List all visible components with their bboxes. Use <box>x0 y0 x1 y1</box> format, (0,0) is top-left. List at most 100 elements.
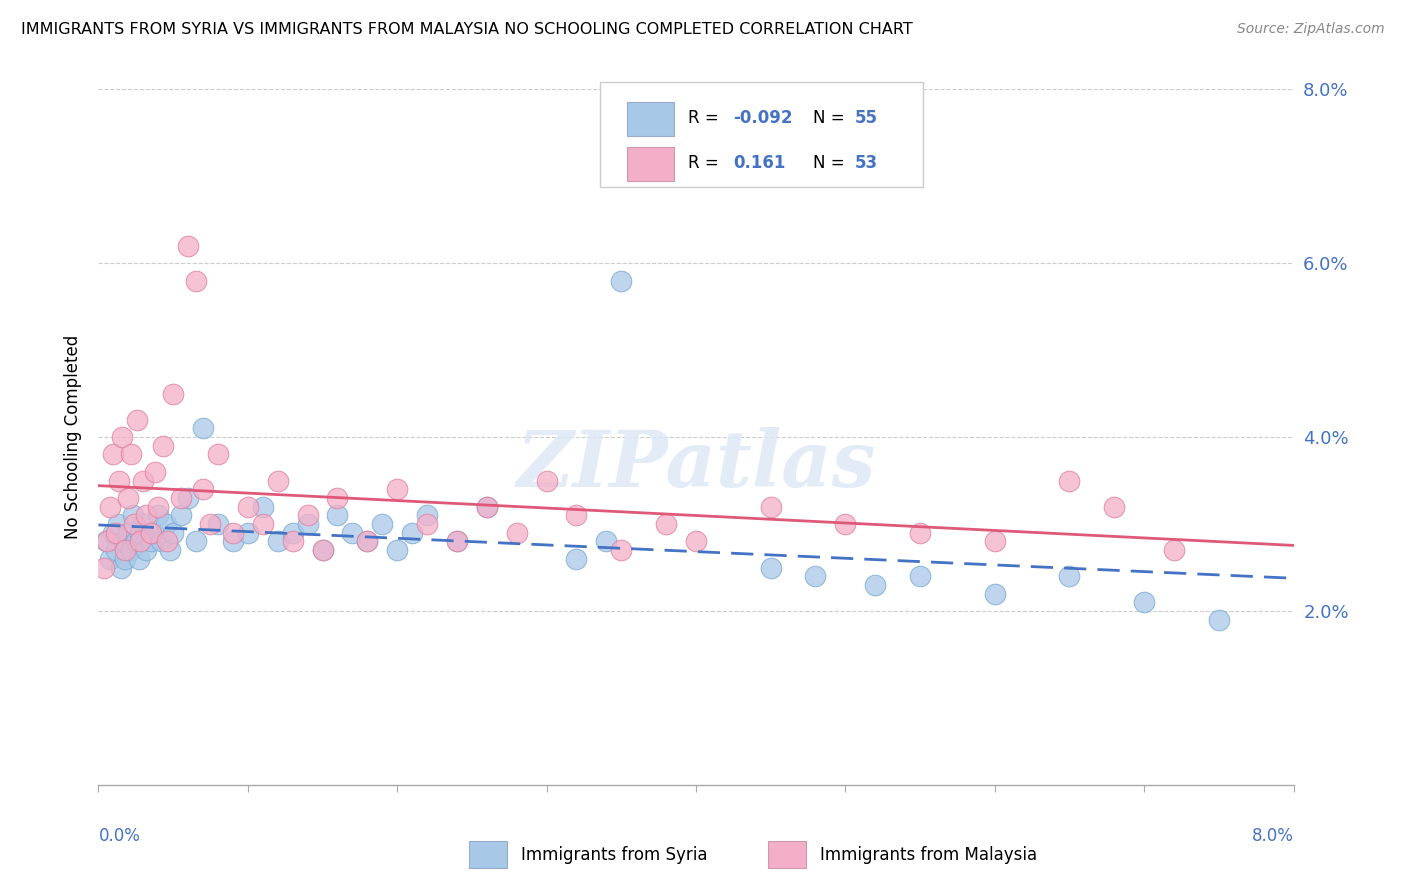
Point <box>385 543 409 558</box>
Y-axis label: No Schooling Completed: No Schooling Completed <box>65 335 83 539</box>
Point <box>155 516 177 531</box>
Point <box>475 500 498 514</box>
Point <box>128 551 150 566</box>
Point <box>356 534 378 549</box>
Point <box>125 534 148 549</box>
Point <box>112 534 135 549</box>
Point <box>148 500 170 514</box>
Point <box>297 508 319 523</box>
FancyBboxPatch shape <box>627 103 675 136</box>
Point <box>96 534 118 549</box>
Point <box>94 534 117 549</box>
Point <box>759 560 782 574</box>
Point <box>121 508 143 523</box>
Text: 53: 53 <box>855 154 877 172</box>
Point <box>297 516 319 531</box>
Point <box>120 447 142 462</box>
Point <box>127 412 149 426</box>
Point <box>117 525 139 540</box>
Point <box>139 525 162 540</box>
Point <box>120 543 142 558</box>
Text: Immigrants from Malaysia: Immigrants from Malaysia <box>820 846 1038 863</box>
FancyBboxPatch shape <box>600 82 922 186</box>
Point <box>107 516 129 531</box>
Point <box>536 474 558 488</box>
Point <box>565 551 588 566</box>
Point <box>385 482 409 496</box>
Point <box>984 587 1007 601</box>
Point <box>1133 595 1156 609</box>
Point <box>200 516 222 531</box>
Point <box>1208 613 1230 627</box>
Point <box>984 534 1007 549</box>
FancyBboxPatch shape <box>768 840 806 869</box>
Point <box>446 534 468 549</box>
Point <box>98 551 122 566</box>
Point <box>565 508 588 523</box>
Text: 55: 55 <box>855 109 877 128</box>
Point <box>135 543 157 558</box>
Point <box>356 534 378 549</box>
Point <box>311 543 333 558</box>
Point <box>1104 500 1126 514</box>
Text: R =: R = <box>688 109 724 128</box>
Point <box>595 534 617 549</box>
Point <box>371 516 394 531</box>
Point <box>162 525 184 540</box>
Point <box>143 465 166 479</box>
Point <box>342 525 364 540</box>
Point <box>401 525 423 540</box>
Point <box>103 525 125 540</box>
Text: 0.161: 0.161 <box>733 154 786 172</box>
Text: ZIPatlas: ZIPatlas <box>516 426 876 503</box>
Point <box>152 439 174 453</box>
Point <box>124 516 146 531</box>
Point <box>105 543 128 558</box>
Point <box>267 534 290 549</box>
Point <box>252 516 274 531</box>
Point <box>506 525 529 540</box>
Text: IMMIGRANTS FROM SYRIA VS IMMIGRANTS FROM MALAYSIA NO SCHOOLING COMPLETED CORRELA: IMMIGRANTS FROM SYRIA VS IMMIGRANTS FROM… <box>21 22 912 37</box>
Point <box>326 491 349 505</box>
Point <box>610 273 633 287</box>
Point <box>416 516 439 531</box>
Point <box>446 534 468 549</box>
Point <box>111 430 134 444</box>
Point <box>1059 474 1081 488</box>
Point <box>169 508 191 523</box>
Point <box>222 534 245 549</box>
Point <box>311 543 333 558</box>
Text: N =: N = <box>813 109 851 128</box>
Point <box>108 474 131 488</box>
Point <box>610 543 633 558</box>
Point <box>177 238 200 253</box>
Point <box>236 525 259 540</box>
Point <box>150 534 173 549</box>
Text: R =: R = <box>688 154 724 172</box>
Text: 0.0%: 0.0% <box>98 827 141 845</box>
Point <box>416 508 439 523</box>
Point <box>132 474 155 488</box>
Text: Immigrants from Syria: Immigrants from Syria <box>522 846 709 863</box>
Point <box>1163 543 1185 558</box>
Point <box>93 560 115 574</box>
Point <box>655 516 678 531</box>
Point <box>252 500 274 514</box>
Point <box>114 551 136 566</box>
Text: 8.0%: 8.0% <box>1251 827 1294 845</box>
Point <box>117 491 139 505</box>
Point <box>129 525 152 540</box>
Point <box>129 534 152 549</box>
Point <box>685 534 707 549</box>
Point <box>759 500 782 514</box>
Point <box>139 534 162 549</box>
Point <box>191 482 214 496</box>
Point <box>177 491 200 505</box>
Point <box>207 516 229 531</box>
Point <box>222 525 245 540</box>
Point <box>103 447 125 462</box>
Point <box>326 508 349 523</box>
Point <box>135 508 157 523</box>
Point <box>281 534 304 549</box>
Point <box>1059 569 1081 583</box>
